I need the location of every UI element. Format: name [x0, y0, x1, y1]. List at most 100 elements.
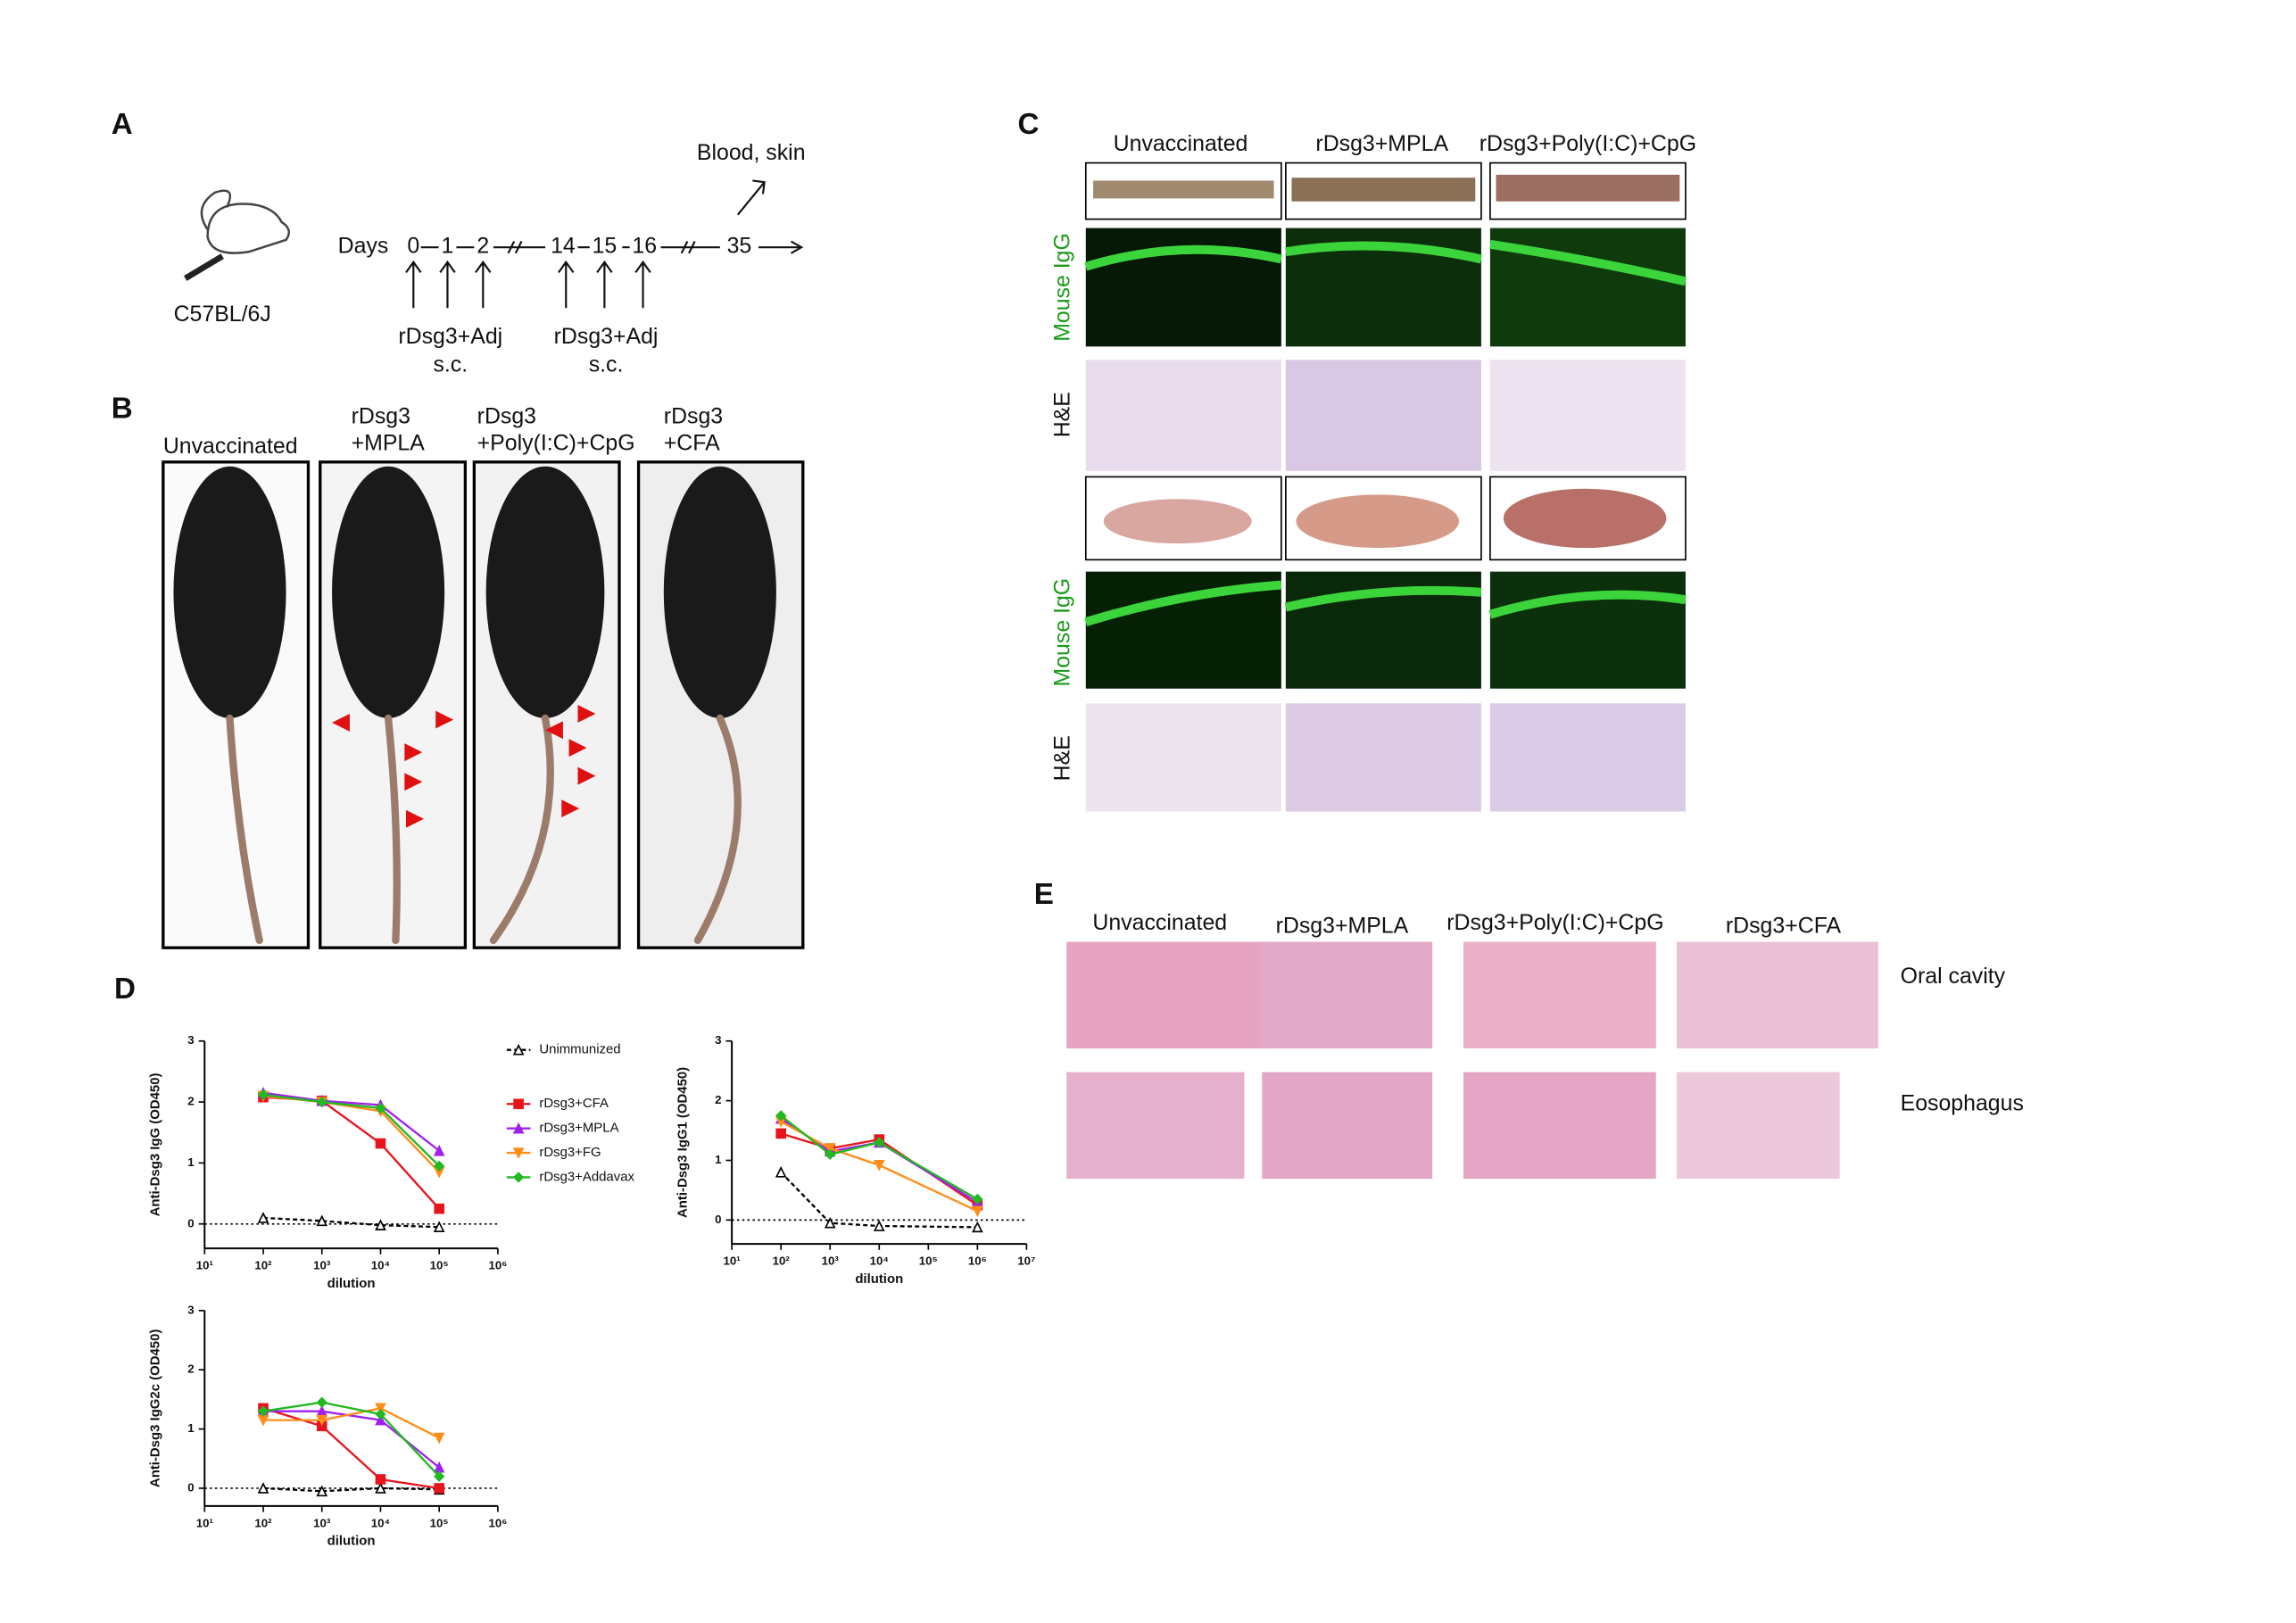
dose-agent: rDsg3+Adj [554, 324, 659, 349]
data-point [972, 1193, 983, 1205]
x-tick-label: 10² [254, 1516, 272, 1529]
series-line [262, 1401, 441, 1478]
panel-label: B [112, 392, 133, 425]
x-tick-label: 10⁶ [968, 1255, 987, 1268]
legend-marker [512, 1147, 525, 1159]
data-point [434, 1160, 445, 1172]
group-label: +Poly(I:C)+CpG [477, 430, 635, 455]
output: Blood, skin [697, 140, 806, 165]
group-label: rDsg3 [477, 404, 536, 429]
data-point [375, 1408, 386, 1420]
series-line [262, 1093, 440, 1167]
data-point [257, 1212, 269, 1223]
days-label: Days [338, 234, 389, 259]
y-axis-label: Anti-Dsg3 IgG (OD450) [147, 1072, 162, 1216]
series-line [262, 1096, 441, 1210]
legend-marker [512, 1043, 525, 1056]
row-label: H&E [1049, 735, 1074, 781]
y-axis-label: Anti-Dsg3 IgG2c (OD450) [147, 1329, 162, 1487]
data-point [433, 1432, 445, 1445]
column-header: rDsg3+CFA [1726, 914, 1842, 939]
panel-label: E [1034, 878, 1054, 911]
column-header: rDsg3+Poly(I:C)+CpG [1480, 131, 1696, 156]
legend-marker [513, 1098, 524, 1110]
x-axis-label: dilution [327, 1276, 376, 1291]
x-tick-label: 10³ [313, 1516, 331, 1529]
row-label: Mouse IgG [1049, 578, 1074, 687]
y-tick-label: 3 [187, 1303, 194, 1316]
day: 16 [632, 234, 657, 259]
day: 15 [593, 234, 618, 259]
x-tick-label: 10⁵ [430, 1259, 449, 1272]
row-label: Eosophagus [1901, 1091, 2024, 1116]
data-point [434, 1470, 445, 1482]
x-tick-label: 10³ [822, 1255, 840, 1268]
y-tick-label: 3 [187, 1033, 194, 1047]
x-tick-label: 10⁵ [919, 1255, 938, 1268]
x-tick-label: 10⁶ [488, 1259, 507, 1272]
legend-label: rDsg3+MPLA [539, 1121, 618, 1136]
series-line [262, 1095, 441, 1173]
data-point [874, 1137, 885, 1148]
x-tick-label: 10¹ [196, 1516, 213, 1529]
data-point [257, 1405, 269, 1417]
series-line [262, 1216, 440, 1229]
dose-route: s.c. [589, 352, 624, 377]
data-point [375, 1482, 386, 1494]
data-point [375, 1219, 386, 1230]
y-tick-label: 1 [715, 1153, 722, 1166]
data-point [433, 1144, 445, 1156]
data-point [972, 1221, 983, 1233]
data-point [316, 1214, 328, 1227]
series-line [262, 1091, 440, 1152]
mouse-icon [184, 189, 290, 281]
day: 1 [442, 234, 454, 259]
series-line [780, 1114, 978, 1200]
day: 35 [727, 234, 752, 259]
data-point [257, 1482, 269, 1494]
mouse-photos [162, 460, 805, 949]
y-tick-label: 1 [187, 1155, 195, 1169]
data-point [873, 1220, 885, 1231]
x-tick-label: 10¹ [724, 1255, 741, 1268]
x-tick-label: 10⁴ [371, 1259, 390, 1272]
row-label: Oral cavity [1901, 964, 2006, 989]
data-point [433, 1221, 445, 1232]
legend-marker [512, 1122, 525, 1134]
x-tick-label: 10² [773, 1255, 791, 1268]
group-label: rDsg3 [352, 404, 410, 429]
row-label: H&E [1049, 392, 1074, 437]
x-tick-label: 10⁵ [430, 1516, 449, 1529]
data-point [316, 1414, 328, 1427]
y-tick-label: 2 [715, 1093, 721, 1106]
group-label: +CFA [664, 430, 720, 455]
series-line [262, 1407, 440, 1490]
legend-label: rDsg3+FG [539, 1145, 601, 1160]
legend-label: rDsg3+CFA [539, 1096, 609, 1111]
data-point [972, 1205, 983, 1218]
column-header: Unvaccinated [1114, 131, 1248, 156]
legend-label: rDsg3+Addavax [539, 1169, 634, 1184]
data-point [775, 1166, 787, 1178]
data-point [375, 1474, 386, 1485]
y-tick-label: 0 [187, 1216, 194, 1230]
data-point [316, 1485, 328, 1497]
legend-label: Unimmunized [539, 1042, 620, 1057]
dose-agent: rDsg3+Adj [398, 324, 502, 349]
column-header: Unvaccinated [1092, 910, 1227, 935]
strain: C57BL/6J [174, 302, 271, 327]
panel-label: D [114, 973, 136, 1006]
y-tick-label: 2 [187, 1362, 194, 1376]
column-header: rDsg3+Poly(I:C)+CpG [1446, 910, 1663, 935]
x-tick-label: 10⁴ [870, 1255, 889, 1268]
histology-images [1066, 941, 1878, 1180]
data-point [257, 1089, 269, 1101]
data-point [775, 1110, 787, 1122]
group-label: Unvaccinated [163, 434, 298, 459]
group-label: +MPLA [352, 430, 426, 455]
x-tick-label: 10⁷ [1017, 1255, 1035, 1268]
x-tick-label: 10² [254, 1259, 272, 1272]
data-point [316, 1096, 327, 1108]
